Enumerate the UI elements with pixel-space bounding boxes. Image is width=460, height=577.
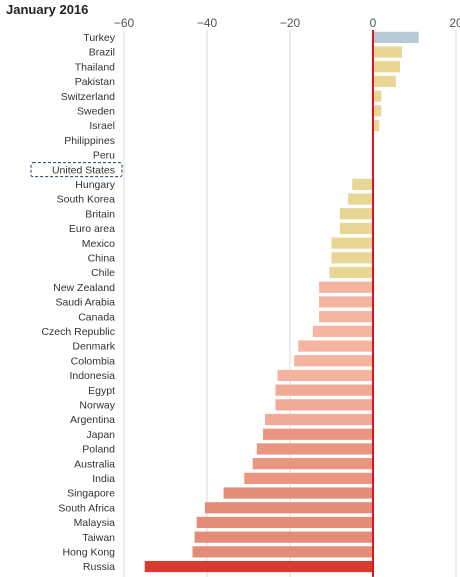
bar bbox=[223, 487, 373, 499]
bar bbox=[331, 252, 373, 264]
bar bbox=[329, 266, 373, 279]
category-label: New Zealand bbox=[53, 282, 115, 294]
bar bbox=[196, 516, 373, 529]
category-label: South Korea bbox=[57, 194, 116, 206]
category-label: Sweden bbox=[77, 105, 115, 117]
bar bbox=[244, 472, 373, 484]
bar bbox=[373, 90, 382, 102]
bar bbox=[252, 458, 373, 470]
bar bbox=[144, 560, 373, 573]
bar bbox=[352, 178, 373, 190]
category-label: Hungary bbox=[75, 179, 115, 191]
category-label: Japan bbox=[86, 429, 115, 441]
bar bbox=[331, 237, 373, 249]
category-label: Brazil bbox=[89, 47, 115, 59]
category-label: Euro area bbox=[69, 223, 115, 235]
bar bbox=[294, 355, 373, 367]
category-label: Mexico bbox=[82, 238, 115, 250]
bar bbox=[204, 502, 373, 514]
bar bbox=[373, 75, 396, 88]
category-label: Israel bbox=[89, 120, 115, 132]
x-tick-label: −60 bbox=[114, 16, 135, 30]
x-tick-label: −40 bbox=[197, 16, 218, 30]
bar bbox=[275, 399, 373, 411]
chart-title: January 2016 bbox=[6, 2, 89, 17]
category-label: Thailand bbox=[75, 61, 115, 73]
category-label: South Africa bbox=[58, 502, 115, 514]
bar bbox=[339, 208, 373, 220]
category-label: Norway bbox=[79, 399, 115, 411]
category-label: Canada bbox=[78, 311, 115, 323]
bar bbox=[298, 340, 373, 352]
highlight-box bbox=[30, 162, 123, 178]
category-label: India bbox=[92, 473, 115, 485]
category-label: Malaysia bbox=[74, 517, 116, 529]
bar bbox=[194, 531, 373, 543]
category-label: Taiwan bbox=[82, 532, 115, 544]
category-label: Britain bbox=[85, 208, 115, 220]
category-label: Hong Kong bbox=[62, 546, 115, 558]
category-label: Denmark bbox=[72, 341, 115, 353]
x-tick-label: −20 bbox=[280, 16, 301, 30]
bar bbox=[373, 61, 400, 73]
bar bbox=[373, 105, 382, 117]
bar bbox=[373, 119, 380, 132]
category-label: Saudi Arabia bbox=[55, 297, 115, 309]
bar bbox=[265, 413, 373, 426]
category-label: Turkey bbox=[83, 32, 115, 44]
category-label: United States bbox=[52, 164, 115, 176]
x-tick-label: 20 bbox=[449, 16, 460, 30]
category-label: Singapore bbox=[67, 488, 115, 500]
category-label: Chile bbox=[91, 267, 115, 279]
bar bbox=[373, 31, 419, 43]
bar bbox=[192, 546, 373, 558]
bar bbox=[319, 281, 373, 293]
category-label: Egypt bbox=[88, 385, 115, 397]
bar bbox=[348, 193, 373, 205]
category-label: Pakistan bbox=[75, 76, 115, 88]
bar bbox=[263, 428, 373, 440]
bar bbox=[319, 296, 373, 308]
category-label: Indonesia bbox=[69, 370, 115, 382]
bar bbox=[312, 325, 373, 337]
category-label: Poland bbox=[82, 444, 115, 456]
category-label: Philippines bbox=[64, 135, 115, 147]
category-label: Colombia bbox=[71, 355, 116, 367]
x-tick-label: 0 bbox=[370, 16, 377, 30]
category-label: Russia bbox=[83, 561, 115, 573]
bar bbox=[256, 443, 373, 455]
category-label: China bbox=[88, 252, 116, 264]
category-label: Peru bbox=[93, 150, 115, 162]
bar bbox=[275, 384, 373, 396]
category-label: Australia bbox=[74, 458, 115, 470]
bar bbox=[277, 369, 373, 382]
bar bbox=[319, 311, 373, 323]
category-label: Czech Republic bbox=[41, 326, 115, 338]
category-label: Switzerland bbox=[61, 91, 115, 103]
bar bbox=[373, 46, 403, 58]
category-label: Argentina bbox=[70, 414, 115, 426]
bar bbox=[339, 222, 373, 235]
